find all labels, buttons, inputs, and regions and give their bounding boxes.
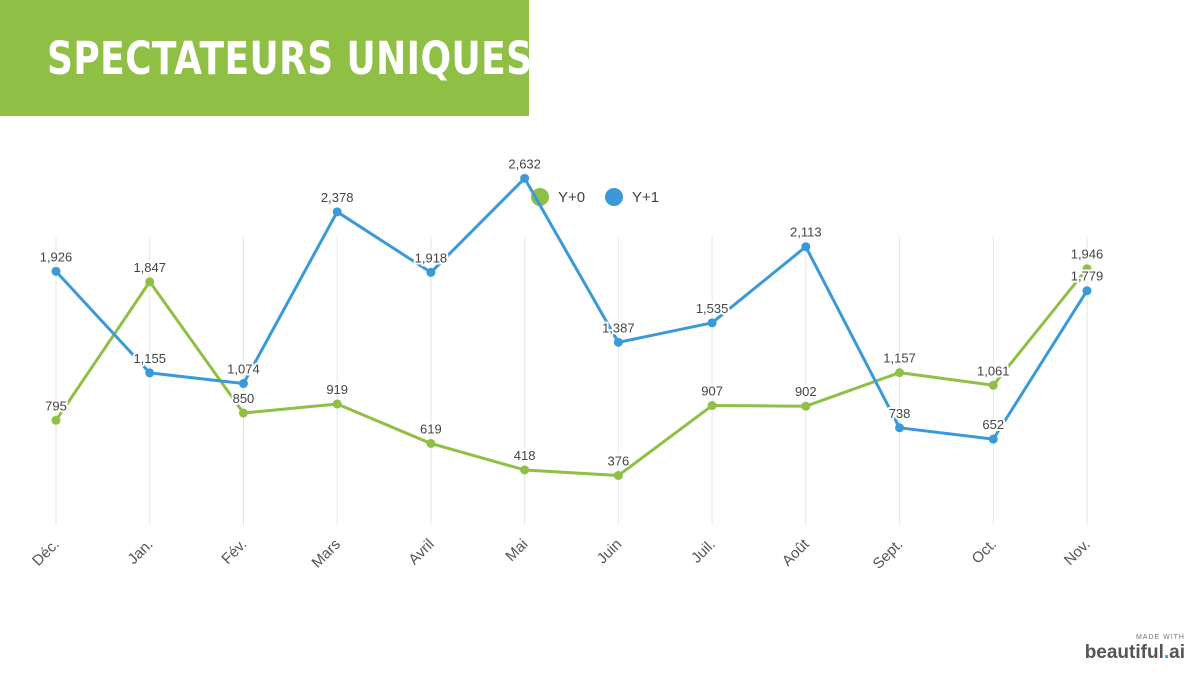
legend-label: Y+0 [558,189,585,206]
data-point [988,380,998,390]
data-point [801,242,811,252]
data-label: 850 [233,391,255,406]
brand-dot: . [1163,642,1170,663]
legend-marker [531,188,549,206]
data-label: 1,387 [602,320,635,335]
made-with-label: MADE WITH [1135,634,1185,641]
data-point [426,267,436,277]
data-label: 2,113 [790,225,822,240]
data-label: 1,535 [696,301,729,316]
data-label: 1,779 [1071,269,1104,284]
x-tick-label: Mai [502,536,531,565]
legend-marker [605,188,623,206]
x-tick-label: Juil. [688,536,719,567]
data-point [707,318,717,328]
data-label: 1,061 [977,363,1010,378]
data-point [520,173,530,183]
data-point [145,368,155,378]
data-point [895,368,905,378]
x-tick-label: Sept. [870,536,907,573]
data-point [895,423,905,433]
page-title: SPECTATEURS UNIQUES [47,32,533,85]
data-point [238,379,248,389]
data-point [332,399,342,409]
data-labels: 795 1,847 850 919 619 418 376 907 902 1,157 1,061 1… [38,154,1106,470]
x-tick-label: Oct. [969,536,1000,567]
made-with-brand: MADE WITH beautiful.ai [1085,634,1185,663]
data-label: 919 [326,382,348,397]
data-point [51,415,61,425]
data-label: 652 [982,417,1004,432]
data-label: 795 [45,398,67,413]
x-tick-label: Déc. [29,536,63,570]
data-label: 738 [889,406,911,421]
data-label: 2,378 [321,190,354,205]
data-point [613,470,623,480]
data-point [707,401,717,411]
series-line-y1 [54,176,1089,441]
series-points [51,173,1092,480]
brand-name-part1: beautiful [1084,642,1164,663]
data-point [1082,286,1092,296]
series-line-y0 [54,267,1089,477]
data-point [426,438,436,448]
data-point [988,434,998,444]
data-label: 619 [420,421,442,436]
data-point [238,408,248,418]
data-label: 1,946 [1071,247,1104,262]
data-label: 1,074 [227,362,260,377]
data-point [801,401,811,411]
data-point [520,465,530,475]
x-tick-label: Nov. [1061,536,1094,569]
data-point [332,207,342,217]
chart-legend: Y+0 Y+1 [531,188,659,206]
data-label: 1,918 [415,250,448,265]
x-tick-label: Juin [594,536,625,567]
data-label: 1,157 [883,351,916,366]
brand-logo: beautiful.ai [1085,643,1185,663]
series-lines [54,176,1089,477]
x-tick-label: Avril [405,536,437,568]
x-tick-label: Fév. [218,536,250,568]
legend-label: Y+1 [632,189,659,206]
data-label: 376 [608,453,630,468]
data-label: 1,847 [133,260,166,275]
data-label: 907 [701,384,723,399]
data-label: 1,926 [40,249,73,264]
data-label: 418 [514,448,536,463]
x-tick-label: Jan. [124,536,156,568]
data-point [145,277,155,287]
brand-name-part2: ai [1169,642,1185,663]
data-label: 902 [795,384,817,399]
x-tick-label: Août [779,535,813,569]
data-point [51,266,61,276]
data-point [613,337,623,347]
x-tick-label: Mars [308,536,344,572]
data-label: 1,155 [133,351,166,366]
data-label: 2,632 [508,156,541,171]
x-axis-tick-labels: Déc. Jan. Fév. Mars Avril Mai Juin Juil. Août Sep… [29,535,1094,572]
data-point [1082,264,1092,274]
title-banner: SPECTATEURS UNIQUES [0,0,533,116]
